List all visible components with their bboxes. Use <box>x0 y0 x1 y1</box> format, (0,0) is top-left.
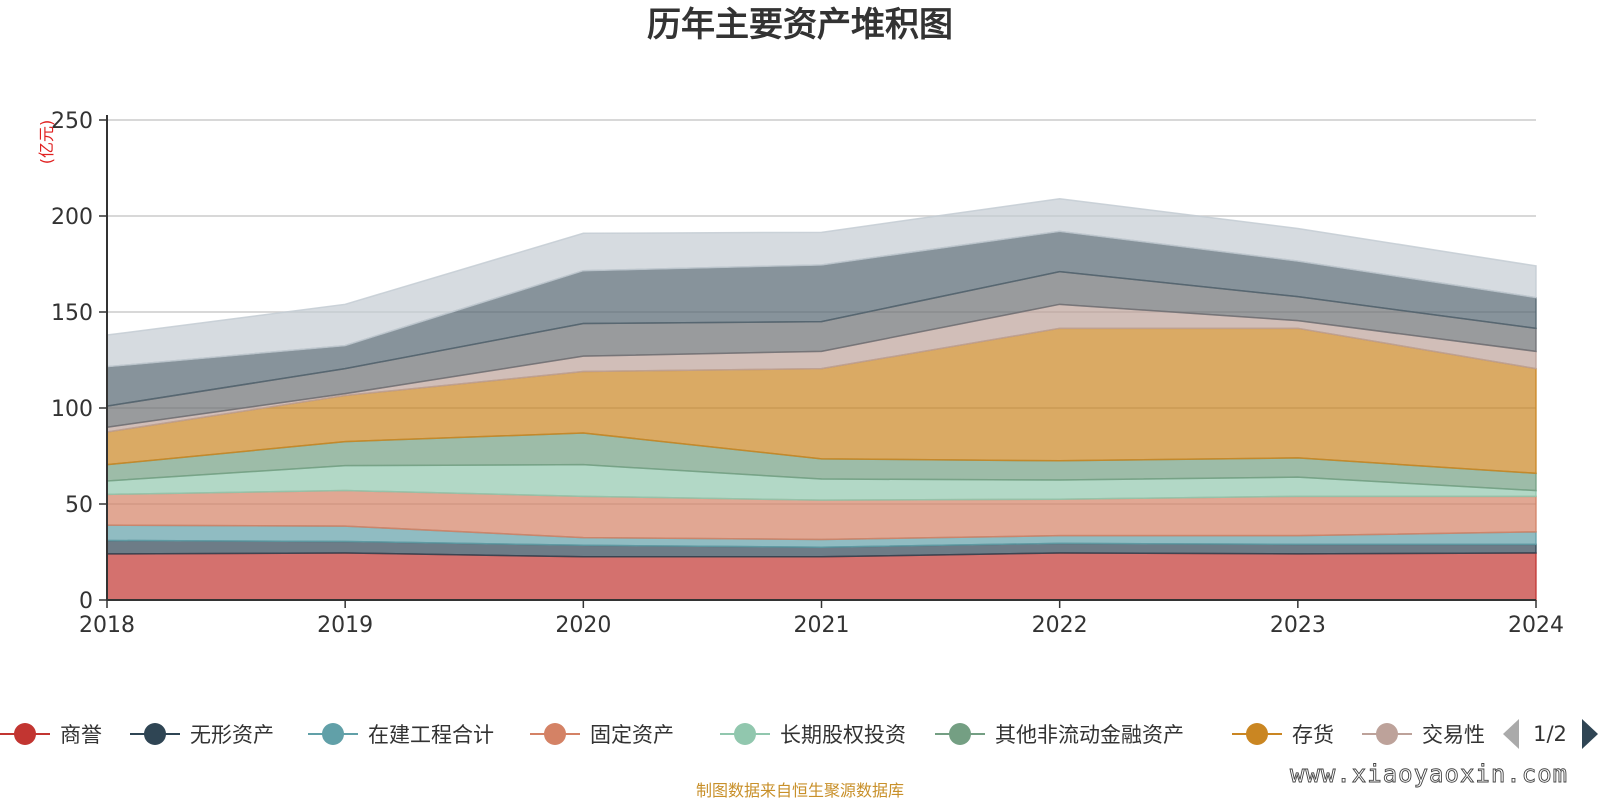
legend-label: 交易性 <box>1422 723 1485 747</box>
watermark: www.xiaoyaoxin.com <box>1290 760 1568 788</box>
legend-next-icon[interactable] <box>1582 719 1598 749</box>
x-tick-label: 2019 <box>317 613 373 638</box>
legend-item[interactable]: 固定资产 <box>530 723 674 747</box>
legend-item[interactable]: 无形资产 <box>130 723 274 747</box>
legend-marker-icon <box>1246 723 1268 745</box>
legend-label: 商誉 <box>60 723 102 747</box>
legend-item[interactable]: 存货 <box>1232 723 1334 747</box>
area-series <box>106 197 1537 601</box>
legend: 商誉 无形资产 在建工程合计 固定资产 长期股权投资 其他非流动金融资产 存货 交易性 <box>0 723 1485 747</box>
legend-item[interactable]: 其他非流动金融资产 <box>935 723 1184 747</box>
legend-item[interactable]: 长期股权投资 <box>720 723 906 747</box>
x-tick-label: 2024 <box>1508 613 1564 638</box>
legend-marker-icon <box>1376 723 1398 745</box>
legend-pager: 1/2 <box>1503 719 1598 749</box>
legend-marker-icon <box>544 723 566 745</box>
y-tick-label: 250 <box>51 109 93 134</box>
y-tick-label: 200 <box>51 205 93 230</box>
legend-item[interactable]: 交易性 <box>1362 723 1485 747</box>
legend-prev-icon[interactable] <box>1503 719 1519 749</box>
legend-marker-icon <box>949 723 971 745</box>
legend-page-indicator: 1/2 <box>1533 722 1567 746</box>
x-tick-label: 2020 <box>555 613 611 638</box>
y-tick-label: 100 <box>51 397 93 422</box>
y-axis-unit: (亿元) <box>37 120 56 165</box>
legend-label: 其他非流动金融资产 <box>995 723 1184 747</box>
axes: 0 50 100 150 200 250 2018 2019 2020 2021 2022 2023 2… <box>51 109 1564 638</box>
legend-item[interactable]: 商誉 <box>0 723 102 747</box>
x-tick-label: 2018 <box>79 613 135 638</box>
legend-label: 在建工程合计 <box>368 723 494 747</box>
y-tick-label: 0 <box>79 589 93 614</box>
legend-label: 固定资产 <box>590 723 674 747</box>
y-tick-label: 50 <box>65 493 93 518</box>
legend-label: 存货 <box>1292 723 1334 747</box>
legend-item[interactable]: 在建工程合计 <box>308 723 494 747</box>
legend-marker-icon <box>322 723 344 745</box>
data-source: 制图数据来自恒生聚源数据库 <box>696 781 904 800</box>
y-tick-label: 150 <box>51 301 93 326</box>
area-series-0 <box>106 552 1537 601</box>
legend-label: 长期股权投资 <box>780 723 906 747</box>
legend-marker-icon <box>144 723 166 745</box>
x-tick-label: 2022 <box>1032 613 1088 638</box>
x-tick-label: 2021 <box>794 613 850 638</box>
chart-title: 历年主要资产堆积图 <box>647 5 953 45</box>
area-series-10 <box>106 197 1537 368</box>
legend-label: 无形资产 <box>190 723 274 747</box>
legend-marker-icon <box>734 723 756 745</box>
legend-marker-icon <box>14 723 36 745</box>
x-tick-label: 2023 <box>1270 613 1326 638</box>
